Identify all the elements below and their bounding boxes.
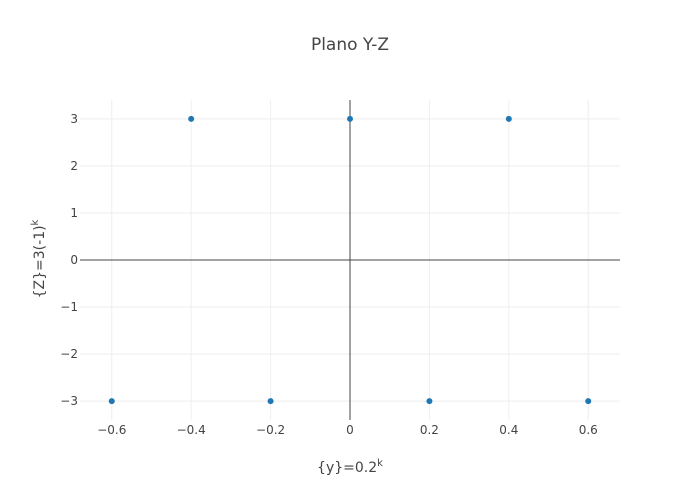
y-tick-label: 0 xyxy=(70,253,78,267)
data-points xyxy=(108,115,592,405)
x-tick-labels: −0.6 −0.4 −0.2 0 0.2 0.4 0.6 xyxy=(97,423,598,437)
x-axis-title-base: {y}=0.2 xyxy=(317,460,377,476)
data-point xyxy=(505,115,512,122)
y-axis-title: {Z}=3(-1)k xyxy=(30,219,48,298)
y-axis-title-sup: k xyxy=(30,219,41,225)
x-tick-label: 0.2 xyxy=(420,423,439,437)
y-tick-label: 3 xyxy=(70,112,78,126)
x-tick-label: 0.4 xyxy=(499,423,518,437)
data-point xyxy=(267,398,274,405)
data-point xyxy=(426,398,433,405)
x-axis-title-sup: k xyxy=(377,458,383,469)
y-tick-label: 1 xyxy=(70,206,78,220)
y-tick-label: −3 xyxy=(60,394,78,408)
data-point xyxy=(188,115,195,122)
x-tick-label: −0.2 xyxy=(256,423,285,437)
x-tick-label: −0.4 xyxy=(177,423,206,437)
y-tick-labels: −3 −2 −1 0 1 2 3 xyxy=(60,112,78,408)
x-axis-title: {y}=0.2k xyxy=(317,458,383,476)
zero-lines xyxy=(80,100,620,420)
y-tick-label: 2 xyxy=(70,159,78,173)
data-point xyxy=(108,398,115,405)
x-tick-label: 0 xyxy=(346,423,354,437)
y-axis-title-base: {Z}=3(-1) xyxy=(32,225,48,298)
chart-title: Plano Y-Z xyxy=(311,35,389,55)
x-tick-label: −0.6 xyxy=(97,423,126,437)
data-point xyxy=(347,115,353,122)
x-tick-label: 0.6 xyxy=(579,423,598,437)
y-tick-label: −1 xyxy=(60,300,78,314)
y-tick-label: −2 xyxy=(60,347,78,361)
data-point xyxy=(585,398,592,405)
